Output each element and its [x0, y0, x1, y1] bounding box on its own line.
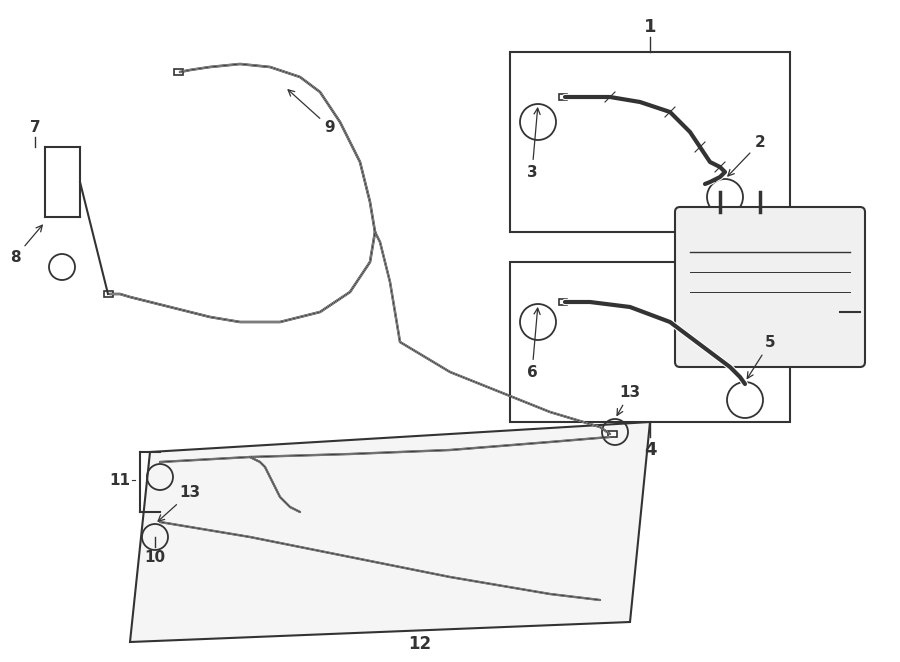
Text: 1: 1	[644, 18, 656, 36]
Text: 5: 5	[747, 335, 775, 379]
Text: 11: 11	[110, 473, 130, 487]
Bar	[559, 94, 567, 100]
Text: 7: 7	[30, 120, 40, 134]
Bar	[510, 52, 790, 232]
Text: 4: 4	[644, 441, 656, 459]
Text: 8: 8	[10, 225, 42, 265]
Bar	[174, 69, 183, 75]
Text: 2: 2	[728, 135, 765, 176]
Text: 10: 10	[144, 549, 166, 565]
Text: 6: 6	[526, 308, 540, 380]
Bar	[104, 291, 112, 297]
Bar	[510, 262, 790, 422]
Text: 12: 12	[409, 635, 432, 653]
Text: 9: 9	[288, 90, 336, 135]
Text: 3: 3	[526, 108, 540, 180]
FancyBboxPatch shape	[675, 207, 865, 367]
Polygon shape	[130, 422, 650, 642]
Text: 13: 13	[617, 385, 641, 415]
Bar	[559, 299, 567, 305]
Text: 13: 13	[158, 485, 201, 521]
Bar	[608, 431, 616, 437]
